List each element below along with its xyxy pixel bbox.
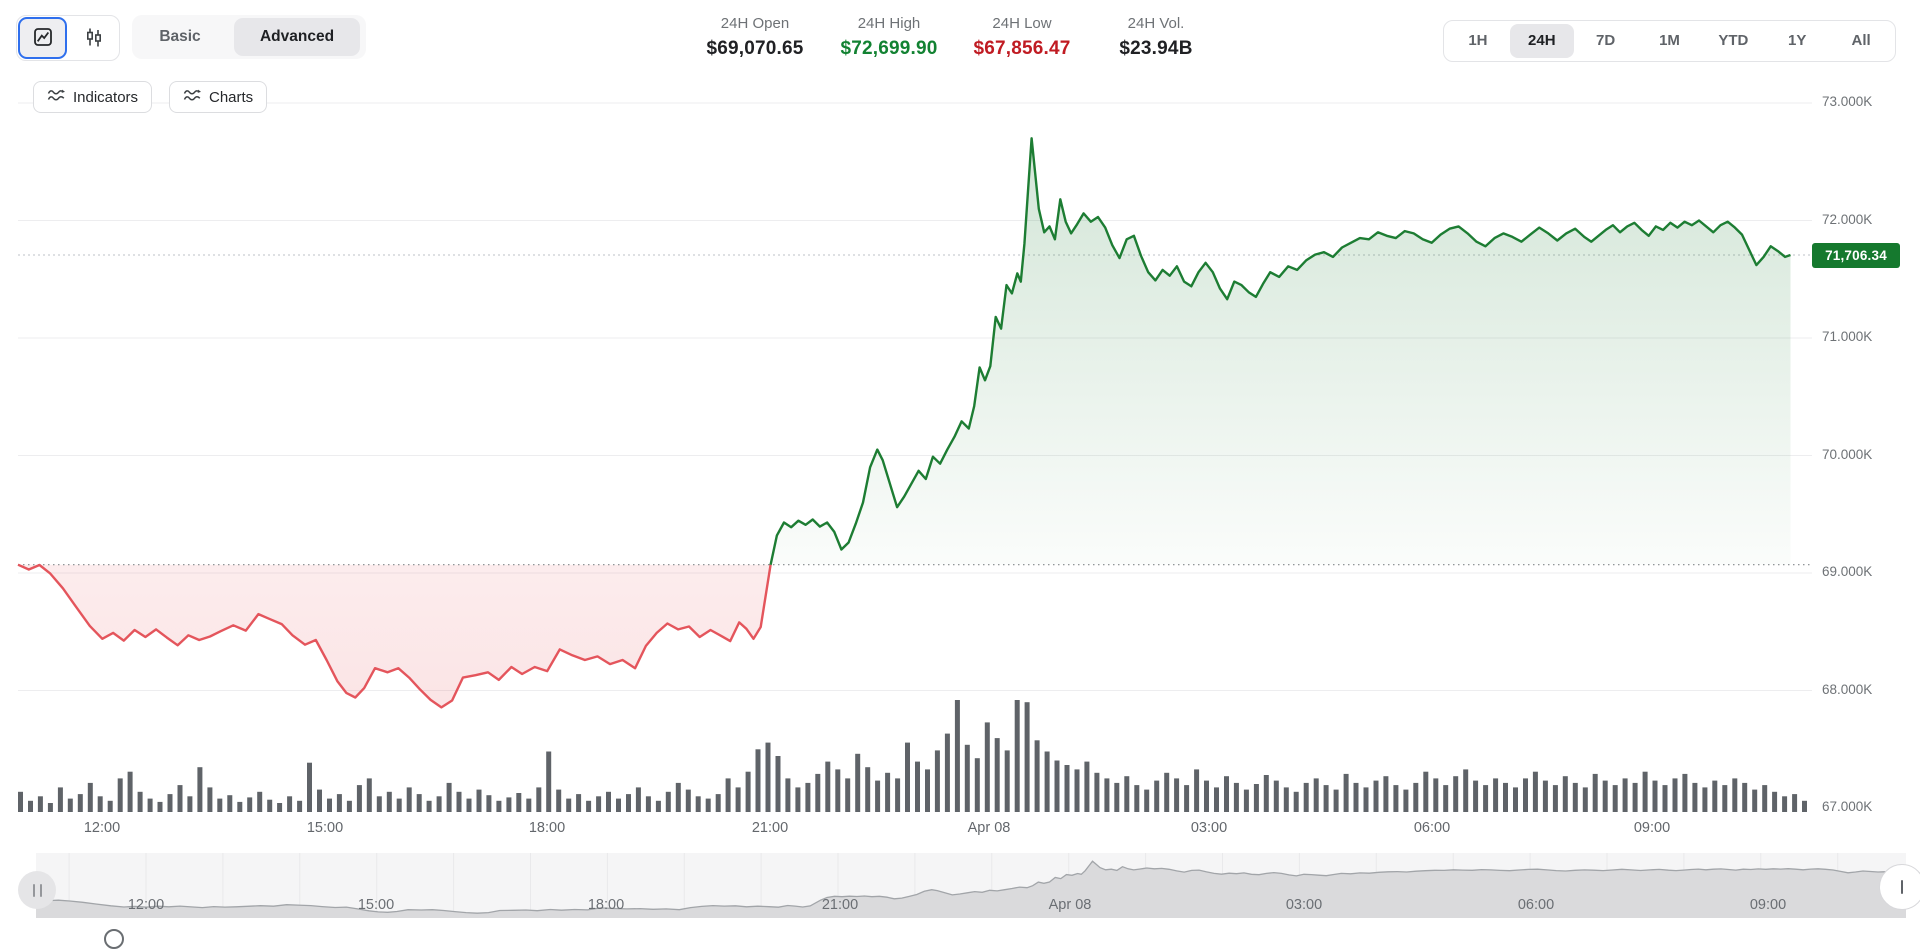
stat-24h-high: 24H High $72,699.90: [840, 15, 937, 60]
indicator-wave-icon: [47, 87, 66, 107]
navigator-right-handle[interactable]: [1879, 864, 1920, 910]
charts-button[interactable]: Charts: [169, 81, 268, 113]
charts-wave-icon: [183, 87, 202, 107]
candlestick-icon: [83, 26, 105, 51]
indicators-button[interactable]: Indicators: [33, 81, 153, 113]
stat-value: $72,699.90: [840, 38, 938, 59]
indicators-button-label: Indicators: [73, 88, 139, 106]
mode-tabs: Basic Advanced: [132, 15, 366, 59]
charts-button-label: Charts: [209, 88, 254, 106]
stat-24h-low: 24H Low $67,856.47: [973, 15, 1070, 60]
main-chart-area[interactable]: [0, 90, 1812, 812]
tab-advanced[interactable]: Advanced: [234, 18, 360, 56]
range-selector: 1H 24H 7D 1M YTD 1Y All: [1443, 20, 1896, 62]
stat-label: 24H Low: [992, 15, 1052, 32]
stat-label: 24H Vol.: [1127, 15, 1185, 32]
candlestick-chart-type-button[interactable]: [69, 17, 118, 59]
last-price-badge: 71,706.34: [1812, 243, 1900, 268]
stat-label: 24H Open: [720, 15, 790, 32]
stat-24h-volume: 24H Vol. $23.94B: [1119, 15, 1192, 60]
handle-grip-icon: [32, 883, 35, 897]
range-button-all[interactable]: All: [1851, 32, 1871, 49]
line-chart-icon: [32, 26, 54, 51]
range-button-1m[interactable]: 1M: [1659, 32, 1680, 49]
range-button-7d[interactable]: 7D: [1596, 32, 1616, 49]
handle-grip-icon: [39, 883, 42, 897]
line-chart-type-button[interactable]: [18, 17, 68, 59]
navigator-scrollbar[interactable]: [36, 853, 1906, 918]
stat-value: $69,070.65: [706, 38, 804, 59]
stat-label: 24H High: [857, 15, 921, 32]
tab-basic[interactable]: Basic: [159, 28, 201, 45]
range-button-1y[interactable]: 1Y: [1788, 32, 1807, 49]
handle-grip-icon: [1900, 880, 1904, 894]
stat-value: $23.94B: [1119, 38, 1193, 59]
range-button-24h[interactable]: 24H: [1509, 24, 1574, 58]
stat-value: $67,856.47: [973, 38, 1071, 59]
range-button-1h[interactable]: 1H: [1468, 32, 1488, 49]
clipped-bottom-glyph: [104, 929, 124, 949]
range-button-ytd[interactable]: YTD: [1718, 32, 1749, 49]
stat-24h-open: 24H Open $69,070.65: [706, 15, 803, 60]
navigator-left-handle[interactable]: [18, 871, 56, 909]
chart-type-group: [16, 15, 120, 61]
